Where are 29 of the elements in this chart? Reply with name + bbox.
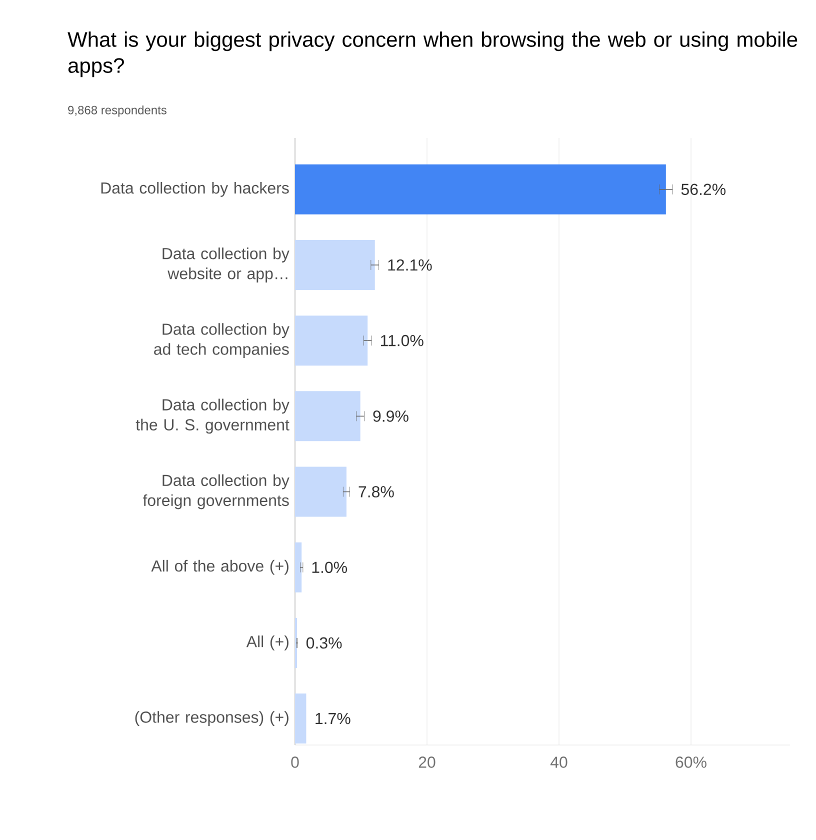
bar — [295, 316, 368, 366]
chart-title: What is your biggest privacy concern when browsing the web or using mobile apps? — [68, 32, 798, 78]
data-label: 7.8% — [358, 486, 394, 498]
bar — [295, 694, 306, 744]
bar — [295, 391, 360, 442]
data-label: 1.0% — [312, 562, 348, 574]
bar — [295, 466, 346, 517]
data-label: 12.1% — [388, 259, 432, 271]
data-label: 56.2% — [681, 184, 726, 196]
y-tick-label: Data collection by hackers — [101, 182, 289, 197]
x-tick-label: 40 — [550, 756, 568, 768]
y-tick-label: (Other responses) (+) — [135, 711, 288, 726]
y-tick-label: Data collection by ad tech companies — [154, 323, 290, 358]
bar — [295, 164, 666, 214]
y-tick-label: Data collection by the U. S. government — [136, 398, 290, 434]
y-tick-label: All (+) — [246, 636, 288, 650]
y-tick-label: Data collection by foreign governments — [142, 474, 290, 510]
x-tick-label: 60% — [676, 756, 706, 768]
data-label: 9.9% — [373, 410, 408, 422]
y-tick-label: All of the above (+) — [151, 560, 288, 575]
x-tick-label: 20 — [418, 756, 436, 768]
x-tick-label: 0 — [291, 756, 299, 768]
data-label: 11.0% — [380, 334, 424, 346]
bar — [295, 240, 375, 290]
text: 9,868 respondents — [68, 106, 166, 117]
y-tick-label: Data collection by website or app… — [162, 248, 290, 282]
data-label: 1.7% — [316, 712, 350, 724]
bar — [295, 542, 302, 592]
data-label: 0.3% — [306, 637, 342, 649]
